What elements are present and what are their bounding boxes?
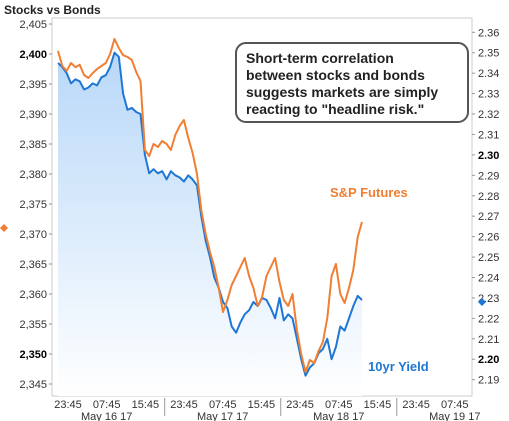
y-left-tick-label: 2,390 [19,109,47,121]
y-right-tick-label: 2.27 [478,211,499,223]
y-left-tick-label: 2,380 [19,169,47,181]
annotation-line-1: Short-term correlation [246,50,394,66]
annotation-box: Short-term correlation between stocks an… [235,42,469,123]
y-right-tick-label: 2.24 [478,272,499,284]
series-label-sp-futures: S&P Futures [330,185,408,200]
y-right-tick-label: 2.31 [478,129,499,141]
x-tick-time-label: 15:45 [248,399,276,411]
y-right-tick-label: 2.21 [478,334,499,346]
y-right-tick-label: 2.28 [478,191,499,203]
y-left-tick-label: 2,375 [19,199,47,211]
x-tick-date-label: May 19 17 [429,411,480,421]
y-left-tick-label: 2,385 [19,139,47,151]
y-left-tick-label: 2,395 [19,79,47,91]
x-tick-date-label: May 17 17 [197,411,248,421]
annotation-line-4: reacting to "headline risk." [246,101,424,117]
yield-current-marker [478,298,486,307]
y-right-tick-label: 2.19 [478,375,499,387]
x-tick-time-label: 23:45 [170,399,198,411]
y-right-tick-label: 2.20 [478,354,499,366]
y-right-tick-label: 2.30 [478,150,499,162]
y-axis-left: 2,345 2,350 2,355 2,360 2,365 2,370 2,375 2,380… [19,19,52,391]
x-tick-time-label: 23:45 [54,399,82,411]
series-line-sp-futures [57,38,363,373]
y-right-tick-label: 2.22 [478,313,499,325]
y-left-tick-label: 2,365 [19,259,47,271]
y-left-tick-label: 2,405 [19,19,47,31]
y-axis-right: 2.192.202.212.222.232.242.252.262.272.28… [472,27,499,387]
series-line-10yr-yield [57,51,363,377]
y-right-tick-label: 2.34 [478,68,499,80]
x-tick-time-label: 07:45 [93,399,121,411]
y-right-tick-label: 2.36 [478,27,499,39]
y-right-tick-label: 2.33 [478,89,499,101]
series-lines-layer [57,38,363,377]
annotation-line-3: suggests markets are simply [246,84,438,100]
y-right-tick-label: 2.35 [478,48,499,60]
yield-area-fill [58,52,362,396]
x-tick-date-label: May 18 17 [313,411,364,421]
x-tick-time-label: 23:45 [402,399,430,411]
x-tick-date-label: May 16 17 [81,411,132,421]
y-right-tick-label: 2.25 [478,252,499,264]
current-value-markers [0,224,486,307]
x-tick-time-label: 23:45 [286,399,314,411]
x-tick-time-label: 15:45 [364,399,392,411]
y-left-tick-label: 2,350 [19,349,47,361]
x-tick-time-label: 07:45 [325,399,353,411]
y-left-tick-label: 2,370 [19,229,47,241]
yield-area-layer [58,52,362,396]
y-left-tick-label: 2,400 [19,49,47,61]
x-axis: 23:45 07:45 15:45 23:45 07:45 15:45 23:45 07:45… [54,398,480,421]
x-tick-time-label: 15:45 [132,399,160,411]
sp-current-marker [0,224,8,232]
y-right-tick-label: 2.29 [478,170,499,182]
x-tick-time-label: 07:45 [209,399,237,411]
y-left-tick-label: 2,345 [19,379,47,391]
series-label-10yr-yield: 10yr Yield [368,359,429,374]
chart-title: Stocks vs Bonds [4,3,101,17]
annotation-line-2: between stocks and bonds [246,67,425,83]
y-right-tick-label: 2.26 [478,232,499,244]
y-left-tick-label: 2,355 [19,319,47,331]
y-left-tick-label: 2,360 [19,289,47,301]
x-tick-time-label: 07:45 [441,399,469,411]
y-right-tick-label: 2.32 [478,109,499,121]
